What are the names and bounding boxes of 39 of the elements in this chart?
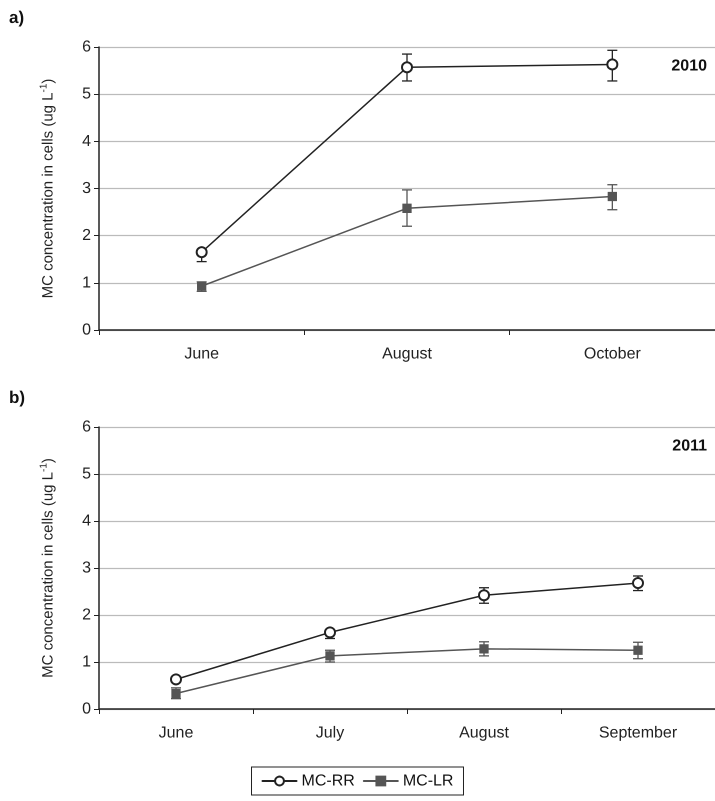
- y-tick-label: 0: [82, 322, 92, 338]
- point: [196, 246, 208, 258]
- point: [478, 589, 490, 602]
- point: [401, 61, 413, 74]
- point: [633, 646, 643, 655]
- y-tick-label: 0: [82, 700, 92, 718]
- point: [606, 58, 618, 70]
- x-tick-label: October: [584, 346, 642, 362]
- point: [479, 644, 489, 654]
- x-tick-label: August: [459, 724, 510, 742]
- y-tick-label: 4: [82, 132, 92, 150]
- y-axis-title: MC concentration in cells (ug L-1): [38, 78, 56, 298]
- y-tick-label: 3: [82, 560, 92, 576]
- y-tick-label: 5: [82, 466, 92, 482]
- x-tick-label: September: [598, 724, 678, 742]
- y-axis-title: MC concentration in cells (ug L-1): [38, 458, 56, 678]
- y-tick-label: 6: [82, 38, 92, 56]
- y-tick-label: 6: [82, 418, 92, 436]
- y-tick-label: 5: [82, 86, 92, 103]
- y-tick-label: 1: [82, 654, 92, 670]
- point: [324, 626, 336, 638]
- chart-title: a): [9, 8, 24, 27]
- y-tick-label: 2: [82, 227, 92, 244]
- y-tick-label: 2: [82, 606, 92, 624]
- annotation: 2011: [672, 438, 708, 454]
- chart-title: b): [9, 388, 26, 407]
- y-tick-label: 1: [82, 274, 92, 292]
- legend-label: MC-RR: [302, 772, 355, 790]
- point: [608, 192, 617, 202]
- point: [402, 204, 412, 213]
- y-tick-label: 3: [82, 180, 92, 197]
- legend-label: MC-LR: [402, 772, 454, 790]
- x-tick-label: June: [184, 346, 220, 362]
- x-tick-label: July: [316, 724, 344, 742]
- point: [170, 673, 182, 686]
- x-tick-label: August: [382, 346, 432, 362]
- y-tick-label: 4: [82, 512, 92, 530]
- annotation: 2010: [671, 58, 708, 74]
- x-tick-label: June: [158, 724, 194, 742]
